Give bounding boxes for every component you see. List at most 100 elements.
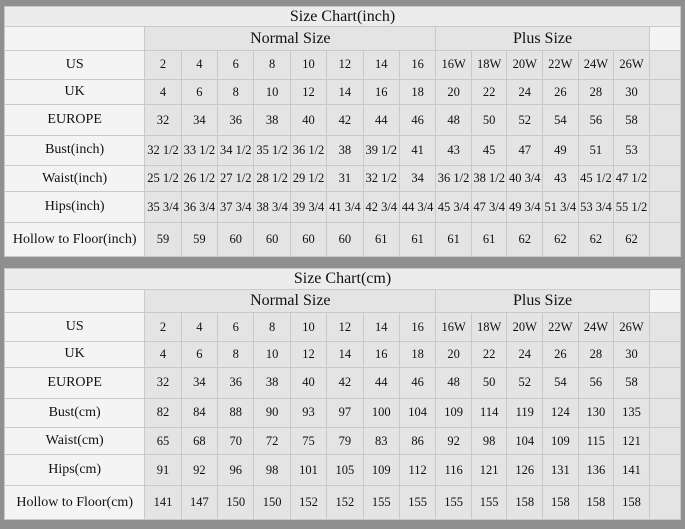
value-cell: 56	[577, 366, 615, 399]
value-cell: 48	[435, 366, 472, 399]
normal-size-header: Normal Size	[144, 288, 437, 314]
row-label: US	[3, 312, 146, 343]
value-cell: 45	[470, 135, 508, 166]
value-cell: 45 1/2	[577, 164, 615, 193]
chart-title: Size Chart(cm)	[4, 268, 681, 290]
value-cell: 8	[253, 312, 291, 343]
value-cell: 70	[217, 427, 255, 456]
value-cell: 62	[542, 222, 579, 257]
value-cell: 62	[577, 222, 615, 257]
value-cell: 61	[398, 222, 437, 257]
table-row: Waist(cm) 65 68 70 72 75 79 83 86 92 98 104 109 115 12…	[3, 427, 682, 456]
value-cell: 4	[144, 341, 182, 368]
value-cell: 152	[289, 485, 328, 520]
value-cell: 36 1/2	[289, 135, 328, 166]
value-cell: 2	[144, 312, 182, 343]
value-cell: 41 3/4	[326, 191, 364, 224]
value-cell: 93	[289, 397, 328, 429]
value-cell: 38	[253, 366, 291, 399]
value-cell: 12	[289, 341, 328, 368]
value-cell: 32	[144, 104, 182, 137]
value-cell: 44	[362, 104, 400, 137]
value-cell: 60	[253, 222, 291, 257]
value-cell: 40	[289, 366, 328, 399]
value-cell: 35 1/2	[253, 135, 291, 166]
value-cell: 14	[362, 312, 400, 343]
value-cell: 16	[362, 78, 400, 106]
value-cell: 22	[470, 341, 508, 368]
value-cell: 32 1/2	[362, 164, 400, 193]
value-cell: 16W	[435, 50, 472, 80]
value-cell: 49 3/4	[506, 191, 544, 224]
value-cell: 121	[613, 427, 650, 456]
table-row: UK 4 6 8 10 12 14 16 18 20 22 24 26 28 30	[3, 341, 682, 368]
value-cell: 22W	[542, 312, 579, 343]
value-cell: 4	[180, 312, 219, 343]
row-label: US	[3, 50, 146, 80]
table-row: EUROPE 32 34 36 38 40 42 44 46 48 50 52 54 56 58	[3, 366, 682, 399]
value-cell: 29 1/2	[289, 164, 328, 193]
value-cell: 124	[542, 397, 579, 429]
row-label: Hollow to Floor(cm)	[3, 485, 146, 520]
row-label: Bust(cm)	[3, 397, 146, 429]
value-cell: 18W	[470, 312, 508, 343]
value-cell: 65	[144, 427, 182, 456]
value-cell: 32 1/2	[144, 135, 182, 166]
value-cell: 49	[542, 135, 579, 166]
row-label: UK	[3, 78, 146, 106]
value-cell: 36 1/2	[435, 164, 472, 193]
value-cell: 158	[577, 485, 615, 520]
normal-size-header: Normal Size	[144, 26, 437, 52]
table-row: Hips(inch) 35 3/4 36 3/4 37 3/4 38 3/4 39 3/4…	[3, 191, 682, 224]
tail-cell	[648, 366, 682, 399]
value-cell: 130	[577, 397, 615, 429]
plus-size-header: Plus Size	[435, 288, 650, 314]
row-label: Waist(inch)	[3, 164, 146, 193]
table-row: Hips(cm) 91 92 96 98 101 105 109 112 116 121 126 131…	[3, 454, 682, 486]
tail-cell	[648, 135, 682, 166]
value-cell: 34	[180, 104, 219, 137]
value-cell: 38 3/4	[253, 191, 291, 224]
value-cell: 50	[470, 104, 508, 137]
value-cell: 158	[613, 485, 650, 520]
value-cell: 39 3/4	[289, 191, 328, 224]
value-cell: 46	[398, 366, 437, 399]
table-row: Hollow to Floor(cm) 141 147 150 150 152 152 155…	[3, 485, 682, 520]
value-cell: 16	[398, 50, 437, 80]
value-cell: 16W	[435, 312, 472, 343]
value-cell: 16	[398, 312, 437, 343]
chart-title: Size Chart(inch)	[4, 5, 681, 28]
value-cell: 47	[506, 135, 544, 166]
value-cell: 82	[144, 397, 182, 429]
value-cell: 8	[217, 78, 255, 106]
row-label: UK	[3, 341, 146, 368]
value-cell: 51	[577, 135, 615, 166]
row-label: Hips(cm)	[3, 454, 146, 486]
value-cell: 4	[180, 50, 219, 80]
value-cell: 30	[613, 78, 650, 106]
value-cell: 22W	[542, 50, 579, 80]
value-cell: 55 1/2	[613, 191, 650, 224]
value-cell: 52	[506, 104, 544, 137]
value-cell: 48	[435, 104, 472, 137]
value-cell: 26	[542, 341, 579, 368]
value-cell: 26W	[613, 312, 650, 343]
table-row: Hollow to Floor(inch) 59 59 60 60 60 60 61 61 61 6…	[3, 222, 682, 257]
row-label: Hollow to Floor(inch)	[3, 222, 146, 257]
value-cell: 26W	[613, 50, 650, 80]
value-cell: 20	[435, 78, 472, 106]
value-cell: 58	[613, 366, 650, 399]
value-cell: 18	[398, 341, 437, 368]
table-row: Bust(inch) 32 1/2 33 1/2 34 1/2 35 1/2 36 1/2…	[3, 135, 682, 166]
value-cell: 36	[217, 366, 255, 399]
value-cell: 24	[506, 341, 544, 368]
tail-cell	[648, 78, 682, 106]
value-cell: 34 1/2	[217, 135, 255, 166]
value-cell: 42 3/4	[362, 191, 400, 224]
value-cell: 40 3/4	[506, 164, 544, 193]
value-cell: 112	[398, 454, 437, 486]
size-table: Size Chart(cm) Normal Size Plus Size US 2 4 6 8…	[3, 268, 682, 520]
value-cell: 150	[217, 485, 255, 520]
header-tail	[648, 288, 682, 314]
row-label: Waist(cm)	[3, 427, 146, 456]
